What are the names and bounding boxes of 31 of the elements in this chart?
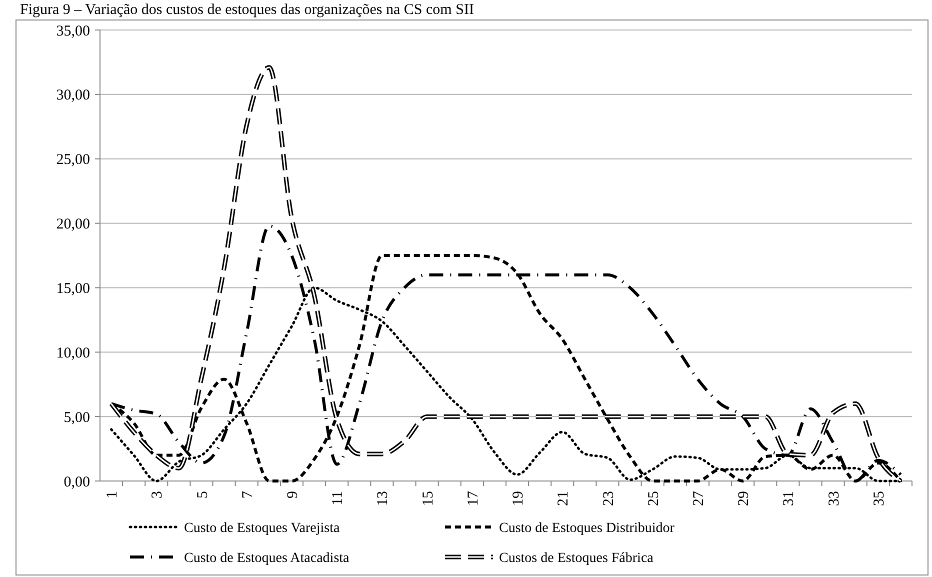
chart-title: Figura 9 – Variação dos custos de estoques das organizações na CS com SII: [20, 2, 474, 18]
legend-label: Custo de Estoques Atacadista: [184, 551, 350, 566]
x-tick-label: 23: [600, 491, 617, 506]
legend-label: Custo de Estoques Distribuidor: [499, 521, 675, 536]
x-tick-label: 19: [510, 491, 527, 506]
y-tick-label: 15,00: [56, 280, 90, 297]
y-tick-label: 10,00: [56, 345, 90, 362]
x-tick-label: 1: [104, 491, 121, 498]
legend-label: Custo de Estoques Varejista: [184, 521, 340, 536]
x-tick-label: 3: [150, 491, 166, 498]
x-tick-label: 33: [826, 491, 842, 506]
x-tick-label: 21: [556, 491, 572, 506]
y-tick-label: 30,00: [56, 88, 90, 104]
x-tick-label: 7: [240, 490, 256, 498]
x-tick-label: 15: [420, 491, 436, 506]
x-tick-label: 9: [284, 491, 301, 498]
y-tick-label: 25,00: [56, 152, 90, 168]
x-tick-label: 11: [330, 491, 346, 506]
y-tick-label: 0,00: [64, 474, 90, 490]
legend-label: Custos de Estoques Fábrica: [499, 551, 654, 566]
x-tick-label: 5: [194, 491, 211, 498]
y-tick-label: 35,00: [56, 23, 90, 40]
x-tick-label: 31: [781, 491, 798, 506]
y-tick-label: 5,00: [64, 410, 90, 426]
x-tick-label: 25: [646, 491, 662, 506]
x-tick-label: 17: [465, 490, 482, 506]
x-tick-label: 29: [736, 491, 752, 506]
x-tick-label: 27: [690, 490, 707, 506]
y-tick-label: 20,00: [56, 216, 90, 233]
x-tick-label: 13: [375, 491, 392, 506]
x-tick-label: 35: [871, 491, 888, 506]
